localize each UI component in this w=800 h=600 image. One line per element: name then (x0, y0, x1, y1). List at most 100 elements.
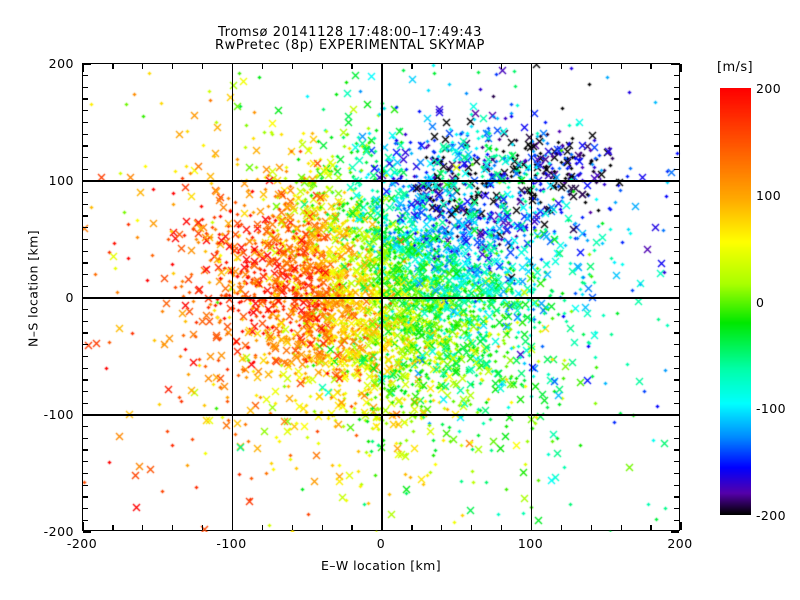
axis-tick-minor (620, 525, 622, 530)
axis-tick-minor (674, 472, 679, 475)
axis-tick-minor (83, 355, 88, 358)
axis-tick-minor (560, 64, 563, 69)
axis-tick-minor (674, 355, 679, 358)
axis-tick-major (231, 522, 234, 530)
axis-tick-minor (674, 379, 679, 381)
axis-tick-minor (321, 525, 323, 530)
axis-tick-minor (351, 525, 353, 530)
axis-tick-minor (83, 309, 88, 311)
axis-tick-minor (83, 390, 88, 393)
axis-tick-minor (674, 156, 679, 159)
x-tick-label: 0 (376, 536, 386, 551)
x-tick-label: 200 (667, 536, 693, 551)
colorbar-unit-label: [m/s] (717, 60, 753, 75)
y-tick-label: 0 (65, 290, 74, 305)
axis-tick-minor (560, 525, 563, 530)
axis-tick-major (83, 297, 91, 299)
axis-tick-minor (83, 133, 88, 135)
colorbar-tick-label: 200 (756, 81, 782, 96)
axis-tick-major (671, 63, 679, 65)
x-tick-label: -100 (216, 536, 247, 551)
axis-tick-minor (674, 344, 679, 346)
axis-tick-minor (83, 192, 88, 194)
axis-tick-minor (674, 168, 679, 170)
colorbar (720, 88, 751, 515)
axis-tick-minor (441, 64, 443, 69)
y-tick-label: -100 (43, 407, 74, 422)
axis-tick-minor (83, 461, 88, 463)
axis-tick-minor (674, 203, 679, 206)
x-tick-label: -200 (66, 536, 98, 551)
axis-tick-minor (83, 496, 88, 498)
axis-tick-minor (83, 250, 88, 252)
colorbar-tick-label: 100 (756, 187, 782, 203)
y-tick-label: 100 (48, 173, 74, 188)
axis-tick-major (530, 64, 533, 72)
y-tick-label: -200 (43, 524, 74, 539)
gridline-vertical (530, 64, 533, 530)
axis-tick-minor (112, 64, 114, 69)
axis-tick-minor (674, 390, 679, 393)
axis-tick-major (83, 531, 91, 533)
axis-tick-minor (83, 332, 88, 334)
axis-tick-minor (291, 525, 293, 530)
axis-tick-minor (83, 344, 88, 346)
axis-tick-minor (590, 525, 592, 530)
axis-tick-minor (674, 309, 679, 311)
axis-tick-minor (674, 133, 679, 135)
gridline-vertical (231, 64, 234, 530)
axis-tick-minor (674, 238, 679, 241)
gridline-horizontal (83, 297, 679, 299)
axis-tick-major (83, 414, 91, 416)
figure-subtitle: RwPretec (8p) EXPERIMENTAL SKYMAP (215, 38, 485, 53)
axis-tick-minor (83, 507, 88, 510)
page-title: Tromsø 20141128 17:48:00–17:49:43 (218, 25, 482, 40)
axis-tick-major (82, 522, 84, 530)
axis-tick-minor (674, 250, 679, 252)
axis-tick-minor (83, 121, 88, 124)
axis-tick-major (83, 180, 91, 182)
axis-tick-minor (674, 262, 679, 264)
colorbar-tick-label: -200 (756, 508, 786, 523)
axis-tick-major (671, 297, 679, 299)
axis-tick-minor (441, 525, 443, 530)
axis-tick-minor (674, 121, 679, 124)
axis-tick-major (680, 522, 682, 530)
axis-tick-minor (674, 86, 679, 89)
axis-tick-minor (83, 145, 88, 147)
axis-tick-minor (83, 156, 88, 159)
axis-tick-minor (674, 449, 679, 451)
x-tick-label: 100 (517, 536, 544, 551)
axis-tick-minor (590, 64, 592, 69)
axis-tick-minor (411, 525, 413, 530)
axis-tick-minor (83, 227, 88, 229)
axis-tick-minor (500, 525, 503, 530)
axis-tick-minor (674, 320, 679, 323)
axis-tick-minor (620, 64, 622, 69)
y-axis-title: N–S location [km] (25, 229, 41, 348)
axis-tick-minor (471, 64, 473, 69)
axis-tick-minor (674, 484, 679, 486)
axis-tick-minor (83, 320, 88, 323)
axis-tick-minor (83, 98, 88, 100)
axis-tick-minor (674, 227, 679, 229)
axis-tick-minor (112, 525, 114, 530)
axis-tick-minor (674, 285, 679, 287)
axis-tick-minor (674, 519, 679, 521)
axis-tick-minor (83, 484, 88, 486)
axis-tick-major (671, 414, 679, 416)
axis-tick-minor (674, 426, 679, 428)
axis-tick-major (680, 64, 682, 72)
axis-tick-minor (674, 496, 679, 498)
axis-tick-minor (83, 367, 88, 369)
axis-tick-minor (674, 367, 679, 369)
axis-tick-major (671, 531, 679, 533)
axis-tick-minor (674, 507, 679, 510)
axis-tick-minor (674, 75, 679, 77)
axis-tick-minor (83, 437, 88, 440)
axis-tick-minor (321, 64, 323, 69)
axis-tick-minor (674, 110, 679, 112)
colorbar-tick-label: -100 (756, 401, 786, 417)
axis-tick-minor (411, 64, 413, 69)
axis-tick-minor (674, 332, 679, 334)
